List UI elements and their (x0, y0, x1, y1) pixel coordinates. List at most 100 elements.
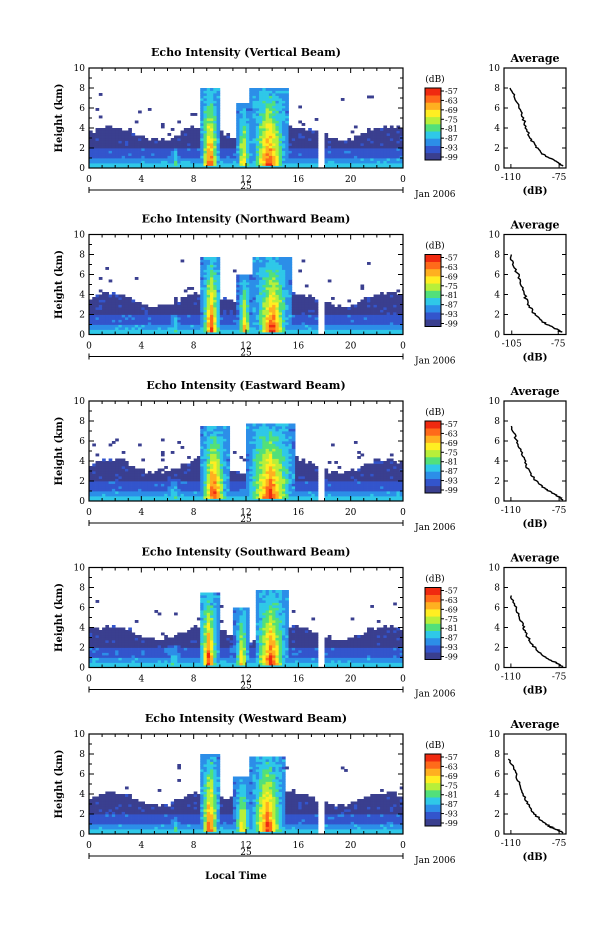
heatmap-cell (311, 143, 316, 146)
heatmap-cell (200, 105, 204, 109)
colorbar-tick-label: -81 (445, 291, 458, 300)
average-profile-line (509, 254, 563, 333)
heatmap-cell (124, 468, 129, 472)
heatmap-cell (232, 473, 237, 477)
heatmap-cell (327, 148, 332, 151)
heatmap-cell (229, 302, 234, 305)
heatmap-cell (190, 158, 195, 161)
heatmap-cell (92, 473, 96, 477)
heatmap-cell (151, 493, 155, 497)
heatmap-cell (242, 486, 247, 489)
heatmap-cell (160, 468, 165, 472)
heatmap-cell (226, 145, 231, 149)
heatmap-cell (190, 471, 195, 474)
heatmap-cell (301, 299, 306, 303)
heatmap (89, 88, 404, 169)
heatmap-cell (138, 317, 142, 320)
heatmap-cell (216, 145, 221, 149)
heatmap-cell (389, 150, 394, 154)
heatmap-cell (265, 304, 270, 308)
heatmap-cell (219, 443, 224, 447)
heatmap-cell (393, 332, 397, 335)
heatmap-cell (183, 140, 188, 144)
heatmap-cell (281, 269, 286, 273)
heatmap-cell (98, 307, 103, 310)
heatmap-cell (223, 153, 227, 156)
heatmap-cell (334, 327, 338, 330)
heatmap-cell (167, 160, 172, 164)
heatmap-cell (275, 324, 280, 328)
heatmap-cell (291, 309, 296, 313)
heatmap-cell (236, 150, 240, 154)
heatmap-cell (223, 471, 227, 474)
heatmap-cell (216, 438, 221, 442)
heatmap-cell (177, 473, 181, 477)
heatmap-cell (108, 488, 113, 492)
heatmap-cell (265, 302, 270, 305)
heatmap-cell (95, 493, 100, 497)
heatmap-cell (115, 466, 119, 469)
heatmap-cell (275, 438, 280, 442)
heatmap-cell (121, 493, 126, 497)
heatmap-cell (206, 471, 211, 474)
heatmap-cell (226, 471, 231, 474)
heatmap-cell (164, 319, 168, 323)
heatmap-cell (265, 448, 270, 452)
heatmap-cell (206, 329, 211, 333)
heatmap-cell (246, 324, 250, 328)
heatmap-cell (111, 299, 116, 303)
heatmap-cell (272, 143, 276, 146)
heatmap-cell (236, 284, 240, 288)
heatmap-cell (252, 332, 257, 335)
heatmap-cell (118, 163, 123, 166)
heatmap-cell (281, 468, 286, 472)
heatmap-cell (138, 486, 142, 489)
heatmap-cell (105, 476, 110, 479)
heatmap-cell (370, 302, 374, 305)
heatmap-cell (206, 128, 211, 131)
heatmap-cell (363, 160, 368, 164)
heatmap-cell (229, 327, 234, 330)
heatmap-cell (232, 302, 237, 305)
heatmap-cell (95, 324, 100, 328)
colorbar-segment (425, 312, 441, 320)
heatmap-cell (259, 332, 263, 335)
heatmap-cell (386, 145, 391, 149)
heatmap-cell (213, 123, 217, 126)
heatmap-cell (213, 329, 217, 333)
heatmap-cell (268, 498, 273, 502)
heatmap-cell (259, 486, 263, 489)
heatmap-cell (262, 448, 267, 452)
heatmap-cell (216, 476, 221, 479)
heatmap-cell (252, 451, 257, 454)
heatmap-cell (242, 279, 247, 283)
heatmap-cell (98, 312, 103, 315)
heatmap-cell (131, 496, 136, 499)
heatmap-cell (223, 463, 227, 467)
heatmap-cell (262, 88, 267, 91)
heatmap-cell (229, 481, 234, 484)
heatmap-cell (170, 153, 175, 156)
heatmap-cell (180, 332, 185, 335)
heatmap-cell (314, 135, 319, 139)
heatmap-cell (111, 327, 116, 330)
heatmap-cell (144, 163, 149, 166)
heatmap-cell (249, 145, 253, 149)
heatmap-cell (203, 332, 208, 335)
heatmap-cell (242, 327, 247, 330)
heatmap-cell (262, 155, 267, 159)
heatmap-cell (131, 473, 136, 477)
heatmap-cell (393, 143, 397, 146)
heatmap-cell (327, 150, 332, 154)
heatmap-cell (167, 304, 172, 308)
heatmap-cell (124, 491, 129, 494)
heatmap-cell (311, 322, 316, 325)
heatmap-cell (177, 441, 181, 444)
heatmap-cell (334, 322, 338, 325)
heatmap-cell (89, 309, 93, 313)
heatmap-cell (203, 496, 208, 499)
heatmap-cell (285, 476, 289, 479)
heatmap-cell (157, 329, 162, 333)
heatmap-cell (383, 138, 388, 141)
heatmap-cell (206, 110, 211, 114)
